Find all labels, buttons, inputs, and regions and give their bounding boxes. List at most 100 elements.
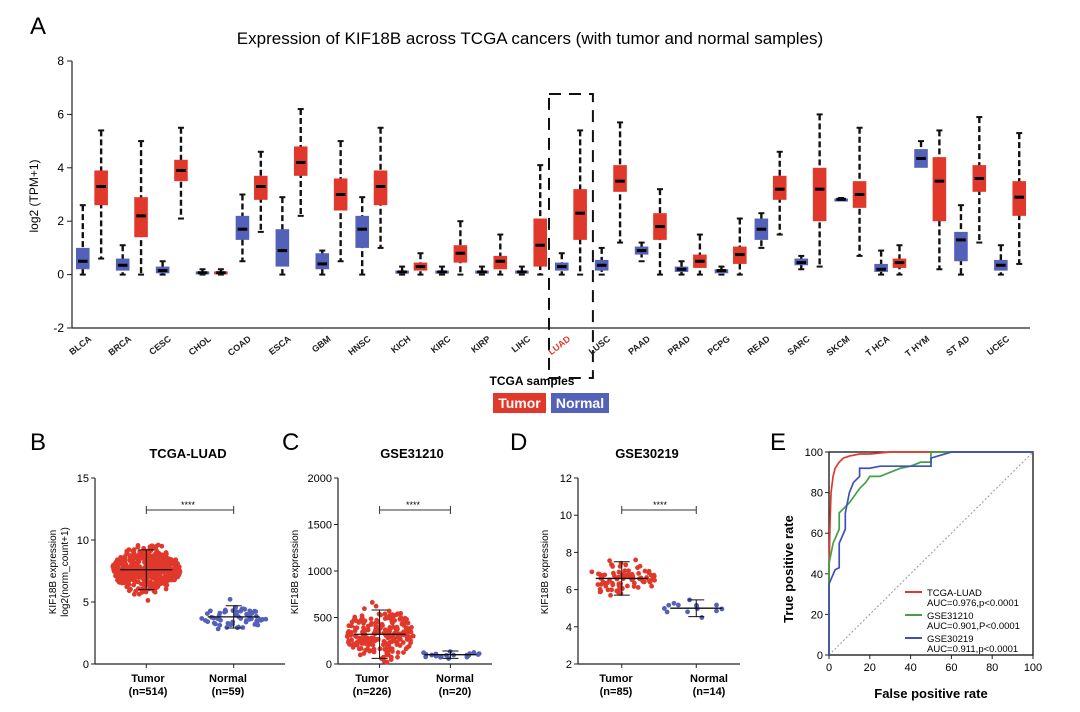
panel-data-point — [354, 625, 360, 631]
panel-data-point — [138, 570, 144, 575]
panel-c-title: GSE31210 — [380, 446, 444, 461]
panel-data-point — [398, 616, 404, 621]
panel-data-point — [595, 582, 601, 587]
panel-data-point — [633, 557, 639, 563]
panel-data-point — [347, 642, 353, 647]
panel-data-point — [135, 542, 141, 548]
panel-data-point — [152, 559, 158, 565]
panel-ytick-label: 4 — [566, 622, 572, 634]
panel-e-xtick-label: 80 — [986, 662, 998, 674]
panel-data-point — [202, 618, 208, 623]
panel-data-point — [608, 592, 613, 598]
panel-a-category-label: KIRC — [429, 333, 453, 355]
panel-data-point — [400, 640, 406, 645]
panel-data-point — [624, 572, 629, 578]
panel-data-point — [386, 608, 392, 614]
panel-data-point — [622, 568, 628, 574]
panel-data-point — [618, 581, 623, 586]
panel-a-category-label: T HCA — [864, 333, 892, 358]
panel-a-ytick-label: 0 — [57, 268, 64, 282]
panel-data-point — [145, 561, 151, 567]
panel-data-point — [378, 625, 383, 631]
panel-data-point — [380, 654, 386, 660]
panel-data-point — [159, 543, 165, 549]
panel-data-point — [162, 570, 168, 576]
panel-a-title: Expression of KIF18B across TCGA cancers… — [237, 29, 823, 48]
panel-data-point — [629, 571, 635, 577]
panel-data-point — [405, 620, 411, 626]
panel-a-category-label: UCEC — [985, 333, 1012, 357]
panel-e-ytick-label: 0 — [817, 650, 823, 662]
panel-data-point — [647, 579, 653, 585]
panel-data-point — [421, 650, 426, 656]
panel-a-category-label: PCPG — [706, 334, 732, 358]
panel-data-point — [600, 579, 606, 585]
panel-a-box-normal — [275, 229, 290, 267]
panel-data-point — [121, 577, 127, 582]
panel-letter-b: B — [30, 429, 46, 456]
panel-c-normal-n: (n=20) — [439, 686, 472, 698]
panel-data-point — [369, 600, 375, 605]
panel-a-category-label: LUSC — [587, 333, 613, 356]
panel-data-point — [597, 586, 603, 592]
panel-data-point — [128, 586, 133, 592]
panel-c-normal-label: Normal — [436, 673, 474, 685]
panel-a-category-label: KIRP — [469, 334, 492, 355]
panel-data-point — [351, 642, 357, 648]
panel-ytick-label: 500 — [314, 613, 332, 625]
panel-data-point — [719, 606, 725, 612]
panel-c-significance: **** — [406, 500, 421, 510]
panel-data-point — [252, 621, 258, 627]
panel-ytick-label: 12 — [560, 473, 572, 485]
panel-data-point — [136, 591, 142, 597]
panel-data-point — [714, 602, 719, 608]
panel-data-point — [404, 634, 410, 640]
panel-data-point — [605, 587, 611, 593]
panel-data-point — [127, 558, 133, 563]
panel-a-ytick-label: 4 — [57, 161, 64, 175]
panel-data-point — [146, 583, 152, 588]
panel-e-xtick-label: 40 — [904, 662, 916, 674]
panel-data-point — [661, 606, 667, 611]
panel-data-point — [148, 555, 154, 561]
panel-data-point — [365, 646, 370, 652]
panel-data-point — [394, 624, 400, 630]
panel-data-point — [636, 570, 642, 576]
panel-letter-d: D — [510, 429, 527, 456]
panel-data-point — [368, 616, 374, 622]
panel-a-box-tumor — [533, 218, 548, 267]
panel-a-box-normal — [355, 215, 369, 248]
panel-data-point — [666, 602, 672, 608]
panel-b-normal-label: Normal — [209, 673, 247, 685]
panel-data-point — [129, 574, 135, 580]
panel-a-box-normal — [75, 247, 90, 270]
panel-e-xlabel: False positive rate — [874, 686, 987, 701]
panel-a-ytick-label: 2 — [57, 214, 64, 228]
panel-data-point — [166, 573, 172, 579]
panel-data-point — [607, 558, 613, 564]
panel-data-point — [388, 626, 393, 631]
panel-data-point — [397, 643, 403, 648]
panel-data-point — [151, 545, 157, 551]
panel-data-point — [378, 612, 384, 618]
panel-e-roc: 0 20 40 60 80 100020406080100TCGA-LUADAUC=0.9… — [805, 447, 1043, 674]
panel-data-point — [381, 639, 387, 644]
legend-tumor-label: Tumor — [498, 395, 541, 411]
panel-data-point — [155, 542, 161, 548]
panel-data-point — [369, 636, 375, 642]
panel-e-ytick-label: 60 — [811, 528, 823, 540]
panel-c-scatter: 0 500 1000 1500 2000 — [308, 473, 492, 671]
panel-data-point — [370, 642, 376, 648]
panel-data-point — [155, 565, 161, 571]
panel-data-point — [605, 580, 610, 586]
panel-a-boxplot: -2 0 2 4 6 8 BLCA BRCA CESC CHOL COAD ESCA GBM HNSC KI… — [53, 54, 1030, 379]
panel-data-point — [620, 586, 625, 591]
panel-data-point — [243, 619, 249, 625]
panel-data-point — [624, 583, 630, 589]
panel-data-point — [369, 620, 374, 626]
panel-a-category-label: PRAD — [666, 333, 693, 357]
panel-ytick-label: 2 — [566, 659, 572, 671]
panel-data-point — [207, 608, 213, 614]
panel-a-box-tumor — [812, 167, 827, 222]
panel-data-point — [389, 634, 395, 640]
